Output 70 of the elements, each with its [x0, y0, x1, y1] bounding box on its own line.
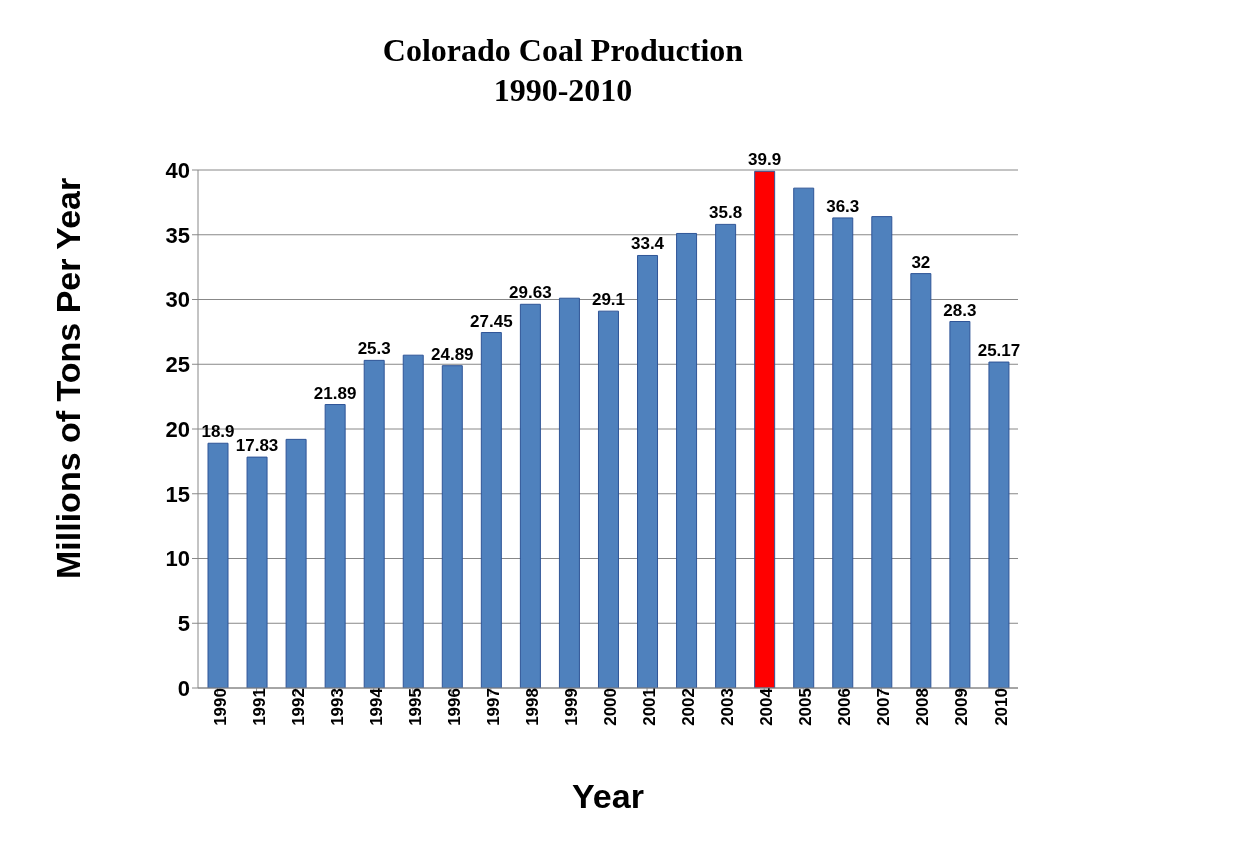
data-label: 28.3: [943, 300, 977, 320]
bar: [324, 404, 346, 688]
data-label: 17.83: [235, 436, 279, 456]
chart-title: Colorado Coal Production: [381, 31, 745, 70]
bar: [949, 321, 971, 688]
bar: [597, 310, 619, 688]
data-label: 39.9: [748, 150, 782, 170]
data-label: 33.4: [630, 234, 665, 254]
x-tick-label: 2007: [874, 688, 894, 726]
x-tick-label: 1997: [483, 688, 503, 726]
x-tick-label: 2003: [718, 688, 738, 726]
y-tick-label: 0: [177, 675, 190, 701]
y-tick-label: 40: [165, 157, 190, 183]
y-tick-label: 20: [165, 416, 190, 442]
y-tick-label: 30: [165, 287, 190, 313]
bar: [715, 223, 737, 688]
y-tick-label: 15: [165, 481, 190, 507]
data-label: 25.3: [357, 339, 391, 359]
data-label: 18.9: [201, 422, 235, 442]
bar: [246, 456, 268, 688]
bar: [910, 273, 932, 688]
data-label: 35.8: [709, 203, 743, 223]
bar: [871, 216, 893, 688]
data-label: 32: [911, 252, 931, 272]
x-axis-title: Year: [572, 777, 644, 815]
bar: [207, 442, 229, 688]
bar: [793, 187, 815, 688]
data-label: 27.45: [470, 311, 513, 331]
bar: [480, 332, 502, 688]
data-label: 24.89: [431, 344, 474, 364]
chart-subtitle: 1990-2010: [492, 71, 634, 110]
y-tick-label: 5: [177, 611, 190, 637]
x-tick-label: 2010: [991, 688, 1011, 726]
bar: [363, 359, 385, 688]
y-tick-label: 25: [165, 352, 190, 378]
y-tick-label: 35: [165, 222, 190, 248]
x-tick-label: 1993: [327, 688, 347, 726]
x-tick-label: 2006: [835, 688, 855, 726]
bar: [402, 354, 424, 688]
x-tick-label: 1994: [366, 687, 386, 726]
bar: [676, 232, 698, 688]
data-label: 36.3: [826, 196, 860, 216]
x-tick-label: 2008: [913, 688, 933, 726]
x-tick-label: 1992: [288, 688, 308, 726]
bar: [832, 217, 854, 688]
data-label: 29.63: [509, 283, 552, 303]
y-tick-label: 10: [165, 546, 190, 572]
bar: [754, 170, 776, 688]
x-tick-label: 2005: [796, 688, 816, 726]
y-axis-title: Millions of Tons Per Year: [49, 177, 88, 579]
x-tick-label: 2004: [757, 687, 777, 726]
bar: [441, 365, 463, 688]
bar: [285, 438, 307, 688]
x-tick-label: 2001: [640, 688, 660, 726]
x-tick-label: 1995: [405, 688, 425, 726]
x-tick-label: 1998: [522, 688, 542, 726]
x-tick-label: 2000: [601, 688, 621, 726]
data-label: 25.17: [977, 341, 1021, 361]
bar: [519, 303, 541, 688]
data-label: 29.1: [591, 290, 626, 310]
bar: [988, 361, 1010, 688]
x-tick-label: 2002: [679, 688, 699, 726]
x-tick-label: 2009: [952, 688, 972, 726]
bar: [558, 297, 580, 688]
x-tick-label: 1999: [562, 688, 582, 726]
x-tick-label: 1990: [210, 688, 230, 726]
bar: [637, 254, 659, 688]
data-label: 21.89: [313, 383, 357, 403]
x-tick-label: 1991: [249, 688, 269, 726]
x-tick-label: 1996: [444, 688, 464, 726]
